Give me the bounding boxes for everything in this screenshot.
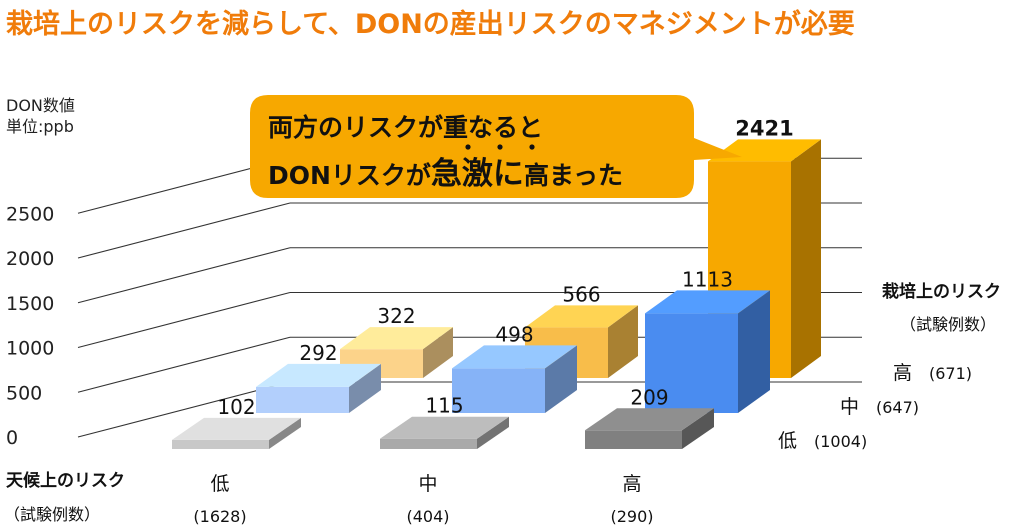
gridline-diagonal [77,202,291,259]
bar-value-label: 322 [377,304,415,328]
bar-side-face [477,416,509,449]
depth-category-label: 高 [893,362,912,384]
gridline-diagonal [77,336,291,393]
bar: 102 [172,395,301,449]
bar-top-face [645,290,770,314]
bar-top-face [380,416,509,439]
bar-front-face [452,368,545,413]
x-category-label: 低 [210,473,229,495]
callout-line2-a: DONリスクが [268,161,431,190]
bar-side-face [349,363,381,413]
x-axis-title: 天候上のリスク [6,470,125,491]
x-category-label: 高 [622,473,641,495]
bar-value-label: 498 [495,322,533,346]
bar-top-face [340,327,453,350]
x-category-count: (290) [610,507,653,526]
bar-side-face [608,305,638,378]
depth-axis-title: 栽培上のリスク [882,281,1001,302]
depth-category-label: 低 [778,430,797,452]
bar-side-face [791,139,821,378]
x-category-count: (1628) [193,507,246,526]
depth-categories: 高 (671) 中 (647) 低 (1004) [778,362,972,452]
depth-category-count: (671) [929,364,972,383]
y-tick-label: 500 [6,382,42,404]
callout-line2-b: 高まった [524,161,623,190]
bar-front-face [172,439,269,449]
callout-line1: 両方のリスクが重なると [268,113,543,142]
bar: 115 [380,394,509,449]
bar-side-face [682,408,714,449]
bar: 292 [256,341,381,413]
bar-side-face [738,290,770,413]
depth-category-count: (647) [876,398,919,417]
y-tick-label: 1500 [6,293,54,315]
callout-bubble: 両方のリスクが重なると DONリスクが急激に高まった [250,95,742,198]
bar: 1113 [645,267,770,413]
gridline-diagonal [77,381,291,438]
y-tick-labels: 2500 2000 1500 1000 500 0 [6,203,54,449]
x-category-count: (404) [406,507,449,526]
gridline-diagonal [77,291,291,349]
bar-top-face [256,363,381,387]
chart-title: 栽培上のリスクを減らして、DONの産出リスクのマネジメントが必要 [6,8,855,40]
emphasis-dot [529,144,535,150]
callout-line2: DONリスクが急激に高まった [268,156,623,192]
depth-category-label: 中 [840,396,859,418]
bar-front-face [256,386,349,413]
bar: 498 [452,322,577,413]
bar-side-face [545,345,577,413]
bar: 209 [585,385,714,449]
x-axis-subtitle: （試験例数） [4,505,100,524]
x-category-label: 中 [418,473,437,495]
y-axis-label-line1: DON数値 [6,96,75,115]
bar-side-face [423,327,453,378]
bar-front-face [380,438,477,449]
bar-value-label: 566 [562,282,600,306]
depth-axis-subtitle: （試験例数） [900,315,996,334]
bar-value-label: 209 [630,385,668,409]
bar-value-label: 115 [425,394,463,418]
emphasis-dot [465,144,471,150]
bar-side-face [269,417,301,449]
y-tick-label: 2500 [6,203,54,225]
x-categories: 低 (1628) 中 (404) 高 (290) [193,473,653,526]
bar-top-face [525,305,638,328]
bar-value-label: 102 [217,395,255,419]
bars: 322 566 2421 292 498 1113 102 115 209 [172,116,821,449]
bar-top-face [585,408,714,431]
bar-value-label: 292 [299,341,337,365]
bar-top-face [452,345,577,369]
bar-front-face [645,313,738,413]
depth-category-count: (1004) [814,432,867,451]
bar-value-label: 1113 [682,267,733,291]
callout-emphasis: 急激に [431,156,524,192]
bar-top-face [172,417,301,440]
y-tick-label: 1000 [6,338,54,360]
y-tick-label: 2000 [6,248,54,270]
y-tick-label: 0 [6,427,18,449]
gridline-diagonal [77,247,291,304]
y-axis-label-line2: 単位:ppb [6,117,74,136]
bar-value-label: 2421 [735,116,793,140]
bar-front-face [585,430,682,449]
emphasis-dot [497,144,503,150]
